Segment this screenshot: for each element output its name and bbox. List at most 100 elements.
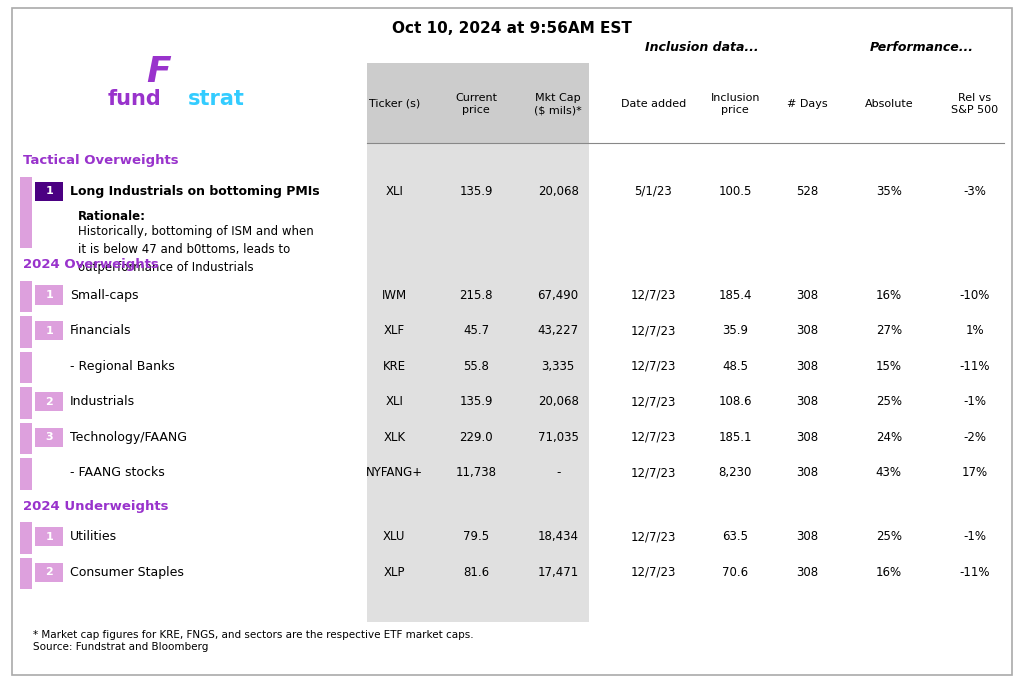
Text: 35%: 35% — [876, 184, 902, 198]
Text: 2: 2 — [45, 397, 53, 406]
Text: strat: strat — [187, 89, 245, 109]
Text: 308: 308 — [796, 395, 818, 408]
Text: Tactical Overweights: Tactical Overweights — [23, 154, 178, 167]
Text: 308: 308 — [796, 359, 818, 373]
Text: 12/7/23: 12/7/23 — [631, 430, 676, 444]
Text: 185.1: 185.1 — [719, 430, 752, 444]
Text: Ticker (s): Ticker (s) — [369, 99, 420, 109]
Text: 79.5: 79.5 — [463, 530, 489, 544]
FancyBboxPatch shape — [35, 392, 63, 411]
Text: Oct 10, 2024 at 9:56AM EST: Oct 10, 2024 at 9:56AM EST — [392, 21, 632, 36]
Text: Historically, bottoming of ISM and when
it is below 47 and b0ttoms, leads to
out: Historically, bottoming of ISM and when … — [78, 225, 313, 275]
Text: 45.7: 45.7 — [463, 324, 489, 337]
Text: 2: 2 — [45, 568, 53, 577]
Text: 12/7/23: 12/7/23 — [631, 359, 676, 373]
FancyBboxPatch shape — [20, 558, 32, 589]
Text: -1%: -1% — [964, 395, 986, 408]
Text: - FAANG stocks: - FAANG stocks — [70, 466, 165, 479]
Text: -10%: -10% — [959, 288, 990, 302]
Text: Absolute: Absolute — [864, 99, 913, 109]
FancyBboxPatch shape — [20, 387, 32, 419]
Text: -1%: -1% — [964, 530, 986, 544]
Text: 135.9: 135.9 — [460, 395, 493, 408]
Text: Source: Fundstrat and Bloomberg: Source: Fundstrat and Bloomberg — [33, 643, 208, 652]
FancyBboxPatch shape — [20, 352, 32, 383]
Text: -2%: -2% — [964, 430, 986, 444]
FancyBboxPatch shape — [20, 458, 32, 490]
Text: NYFANG+: NYFANG+ — [366, 466, 423, 479]
Text: XLF: XLF — [384, 324, 404, 337]
FancyBboxPatch shape — [35, 285, 63, 305]
Text: 185.4: 185.4 — [719, 288, 752, 302]
Text: - Regional Banks: - Regional Banks — [70, 359, 174, 373]
Text: -11%: -11% — [959, 566, 990, 579]
Text: 71,035: 71,035 — [538, 430, 579, 444]
Text: 67,490: 67,490 — [538, 288, 579, 302]
Text: KRE: KRE — [383, 359, 406, 373]
Text: XLI: XLI — [385, 184, 403, 198]
Text: 24%: 24% — [876, 430, 902, 444]
Text: 20,068: 20,068 — [538, 395, 579, 408]
Text: Inclusion data...: Inclusion data... — [645, 41, 758, 55]
Text: 12/7/23: 12/7/23 — [631, 288, 676, 302]
Text: -3%: -3% — [964, 184, 986, 198]
Text: Date added: Date added — [621, 99, 686, 109]
Text: 1%: 1% — [966, 324, 984, 337]
Text: 48.5: 48.5 — [722, 359, 749, 373]
Text: XLP: XLP — [384, 566, 404, 579]
Text: 25%: 25% — [876, 395, 902, 408]
Text: 135.9: 135.9 — [460, 184, 493, 198]
Text: 27%: 27% — [876, 324, 902, 337]
Text: Industrials: Industrials — [70, 395, 135, 408]
Text: 12/7/23: 12/7/23 — [631, 566, 676, 579]
FancyBboxPatch shape — [35, 563, 63, 582]
Text: 16%: 16% — [876, 288, 902, 302]
Text: 12/7/23: 12/7/23 — [631, 395, 676, 408]
Text: 81.6: 81.6 — [463, 566, 489, 579]
FancyBboxPatch shape — [35, 321, 63, 340]
Text: F: F — [146, 55, 171, 89]
FancyBboxPatch shape — [35, 428, 63, 447]
FancyBboxPatch shape — [35, 182, 63, 201]
Text: 3,335: 3,335 — [542, 359, 574, 373]
FancyBboxPatch shape — [20, 281, 32, 312]
Text: 12/7/23: 12/7/23 — [631, 324, 676, 337]
Text: Long Industrials on bottoming PMIs: Long Industrials on bottoming PMIs — [70, 184, 319, 198]
Text: 1: 1 — [45, 326, 53, 335]
Text: Current
price: Current price — [455, 93, 498, 115]
Text: 18,434: 18,434 — [538, 530, 579, 544]
Text: 2024 Overweights: 2024 Overweights — [23, 257, 159, 271]
Text: 70.6: 70.6 — [722, 566, 749, 579]
Text: 3: 3 — [45, 432, 53, 442]
Text: * Market cap figures for KRE, FNGS, and sectors are the respective ETF market ca: * Market cap figures for KRE, FNGS, and … — [33, 630, 473, 640]
Text: Utilities: Utilities — [70, 530, 117, 544]
Text: Financials: Financials — [70, 324, 131, 337]
Text: 308: 308 — [796, 466, 818, 479]
FancyBboxPatch shape — [20, 177, 32, 248]
Text: 528: 528 — [796, 184, 818, 198]
FancyBboxPatch shape — [367, 63, 589, 143]
Text: 15%: 15% — [876, 359, 902, 373]
Text: 43%: 43% — [876, 466, 902, 479]
Text: 100.5: 100.5 — [719, 184, 752, 198]
Text: XLU: XLU — [383, 530, 406, 544]
Text: 17%: 17% — [962, 466, 988, 479]
Text: -11%: -11% — [959, 359, 990, 373]
Text: 11,738: 11,738 — [456, 466, 497, 479]
Text: 215.8: 215.8 — [460, 288, 493, 302]
Text: 108.6: 108.6 — [719, 395, 752, 408]
Text: Consumer Staples: Consumer Staples — [70, 566, 183, 579]
Text: Inclusion
price: Inclusion price — [711, 93, 760, 115]
Text: 25%: 25% — [876, 530, 902, 544]
Text: 229.0: 229.0 — [460, 430, 493, 444]
Text: 17,471: 17,471 — [538, 566, 579, 579]
FancyBboxPatch shape — [12, 8, 1012, 675]
Text: IWM: IWM — [382, 288, 407, 302]
Text: 308: 308 — [796, 324, 818, 337]
Text: 5/1/23: 5/1/23 — [635, 184, 672, 198]
Text: -: - — [556, 466, 560, 479]
Text: 8,230: 8,230 — [719, 466, 752, 479]
Text: 308: 308 — [796, 566, 818, 579]
FancyBboxPatch shape — [35, 527, 63, 546]
Text: Mkt Cap
($ mils)*: Mkt Cap ($ mils)* — [535, 93, 582, 115]
